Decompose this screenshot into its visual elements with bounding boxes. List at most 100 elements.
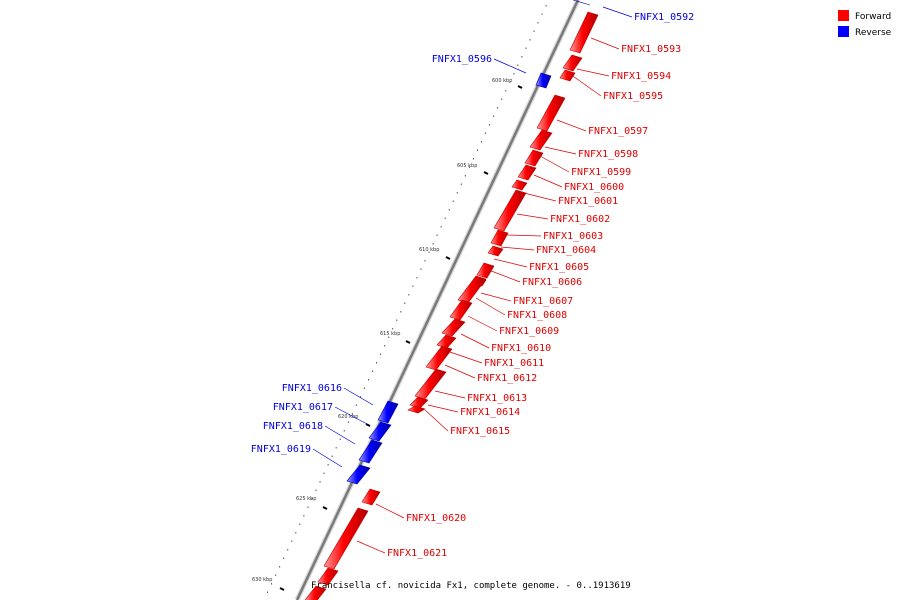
leader-line	[500, 246, 535, 251]
leader-line	[480, 292, 512, 302]
gene-label-fnfx1-0607[interactable]: FNFX1_0607	[513, 296, 573, 307]
legend-reverse-label: Reverse	[855, 28, 892, 38]
gene-block-fnfx1-0608[interactable]	[449, 299, 473, 321]
minor-tick	[505, 90, 507, 92]
gene-block-fnfx1-0597[interactable]	[536, 94, 566, 132]
scale-tick	[517, 85, 523, 89]
minor-tick	[521, 56, 523, 58]
gene-block-fnfx1-0620[interactable]	[323, 507, 369, 570]
leader-line	[343, 387, 374, 406]
gene-label-fnfx1-0618[interactable]: FNFX1_0618	[263, 421, 323, 432]
gene-label-fnfx1-0620[interactable]: FNFX1_0620	[406, 513, 466, 524]
gene-label-fnfx1-0610[interactable]: FNFX1_0610	[491, 343, 551, 354]
gene-label-fnfx1-0621[interactable]: FNFX1_0621	[387, 548, 447, 559]
gene-block-fnfx1-0602[interactable]	[493, 189, 527, 232]
minor-tick	[384, 345, 386, 347]
gene-block-fnfx1-0607[interactable]	[457, 275, 487, 304]
gene-block-fnfx1-0618[interactable]	[346, 464, 371, 485]
leader-line	[523, 192, 557, 202]
gene-label-fnfx1-0619[interactable]: FNFX1_0619	[251, 444, 311, 455]
gene-label-fnfx1-0599[interactable]: FNFX1_0599	[571, 167, 631, 178]
gene-label-fnfx1-0613[interactable]: FNFX1_0613	[467, 393, 527, 404]
leader-line	[539, 155, 570, 173]
gene-block-fnfx1-0617[interactable]	[358, 439, 383, 464]
gene-label-fnfx1-0604[interactable]: FNFX1_0604	[536, 245, 596, 256]
minor-tick	[343, 430, 345, 432]
legend-reverse-swatch	[838, 26, 849, 37]
minor-tick	[537, 22, 539, 24]
gene-block-fnfx1-0616[interactable]	[368, 421, 392, 442]
leader-line	[516, 213, 549, 220]
gene-label-fnfx1-0615[interactable]: FNFX1_0615	[450, 426, 510, 437]
gene-label-fnfx1-0605[interactable]: FNFX1_0605	[529, 262, 589, 273]
scale-tick-label: 610 kbp	[419, 247, 439, 253]
minor-tick	[545, 5, 547, 7]
gene-label-fnfx1-0593[interactable]: FNFX1_0593	[621, 44, 681, 55]
gene-label-fnfx1-0598[interactable]: FNFX1_0598	[578, 149, 638, 160]
minor-tick	[509, 81, 511, 83]
gene-block-fnfx1-0599[interactable]	[524, 149, 544, 167]
gene-block-fnfx1-0614[interactable]	[407, 405, 426, 414]
gene-label-fnfx1-0608[interactable]: FNFX1_0608	[507, 310, 567, 321]
scale-tick	[405, 340, 411, 344]
minor-tick	[319, 481, 321, 483]
leader-line	[485, 268, 521, 283]
gene-block-fnfx1-0615[interactable]	[377, 400, 399, 424]
gene-block-fnfx1-0594[interactable]	[562, 54, 583, 72]
gene-label-fnfx1-0617[interactable]: FNFX1_0617	[273, 402, 333, 413]
scale-tick	[365, 423, 371, 427]
legend: Forward Reverse	[838, 10, 892, 38]
minor-tick	[339, 438, 341, 440]
minor-tick	[323, 472, 325, 474]
minor-tick	[452, 200, 454, 202]
gene-label-fnfx1-0594[interactable]: FNFX1_0594	[611, 71, 671, 82]
minor-tick	[291, 540, 293, 542]
backbone-line	[295, 0, 580, 600]
gene-block-fnfx1-0600[interactable]	[517, 164, 537, 181]
gene-block-fnfx1-0598[interactable]	[529, 129, 553, 151]
gene-block-fnfx1-0592[interactable]	[572, 0, 591, 6]
gene-block-fnfx1-0601[interactable]	[511, 179, 528, 191]
gene-block-fnfx1-0609[interactable]	[441, 318, 466, 337]
gene-block-fnfx1-0619[interactable]	[361, 488, 381, 506]
gene-block-fnfx1-0593[interactable]	[569, 11, 599, 54]
minor-tick	[404, 302, 406, 304]
leader-line	[544, 146, 577, 155]
scale-tick	[279, 587, 285, 591]
gene-block-fnfx1-0596[interactable]	[535, 72, 552, 89]
gene-block-fnfx1-0604[interactable]	[487, 245, 504, 257]
minor-tick	[424, 260, 426, 262]
scale-tick-label: 630 kbp	[252, 577, 272, 583]
minor-tick	[525, 47, 527, 49]
gene-label-fnfx1-0601[interactable]: FNFX1_0601	[558, 196, 618, 207]
gene-label-fnfx1-0612[interactable]: FNFX1_0612	[477, 373, 537, 384]
minor-tick	[481, 141, 483, 143]
minor-tick	[456, 192, 458, 194]
minor-tick	[412, 285, 414, 287]
gene-label-fnfx1-0606[interactable]: FNFX1_0606	[522, 277, 582, 288]
gene-label-fnfx1-0592[interactable]: FNFX1_0592	[634, 12, 694, 23]
gene-label-fnfx1-0596[interactable]: FNFX1_0596	[432, 54, 492, 65]
gene-label-fnfx1-0595[interactable]: FNFX1_0595	[603, 91, 663, 102]
leader-line	[434, 390, 466, 399]
gene-label-fnfx1-0597[interactable]: FNFX1_0597	[588, 126, 648, 137]
gene-block-fnfx1-0612[interactable]	[414, 368, 447, 400]
gene-label-fnfx1-0600[interactable]: FNFX1_0600	[564, 182, 624, 193]
gene-label-fnfx1-0616[interactable]: FNFX1_0616	[282, 383, 342, 394]
minor-tick	[464, 175, 466, 177]
gene-block-fnfx1-0595[interactable]	[559, 69, 576, 82]
leader-line	[324, 425, 356, 445]
gene-label-fnfx1-0602[interactable]: FNFX1_0602	[550, 214, 610, 225]
minor-tick	[396, 319, 398, 321]
gene-block-fnfx1-0605[interactable]	[476, 262, 495, 279]
scale-tick	[445, 256, 451, 260]
gene-label-fnfx1-0603[interactable]: FNFX1_0603	[543, 231, 603, 242]
gene-block-fnfx1-0610[interactable]	[436, 334, 457, 349]
gene-label-fnfx1-0609[interactable]: FNFX1_0609	[499, 326, 559, 337]
gene-block-fnfx1-0603[interactable]	[490, 229, 509, 247]
gene-block-fnfx1-0621[interactable]	[317, 567, 339, 586]
gene-block-extra[interactable]	[304, 585, 327, 600]
gene-label-fnfx1-0614[interactable]: FNFX1_0614	[460, 407, 520, 418]
gene-label-fnfx1-0611[interactable]: FNFX1_0611	[484, 358, 544, 369]
map-caption: Francisella cf. novicida Fx1, complete g…	[311, 581, 631, 591]
